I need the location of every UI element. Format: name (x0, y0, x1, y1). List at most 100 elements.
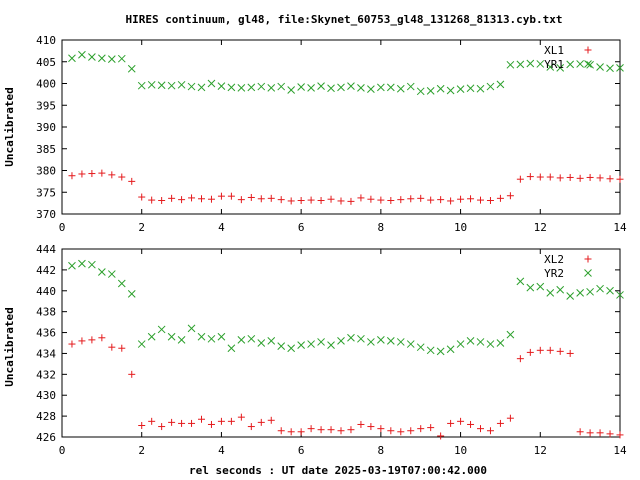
bottom-point-yr2 (576, 289, 584, 297)
bottom-point-xl2 (247, 423, 255, 431)
top-series-xl1 (68, 169, 624, 205)
top-y-tick-label: 385 (36, 143, 56, 156)
top-point-xl1 (188, 194, 196, 202)
bottom-point-yr2 (386, 337, 395, 345)
top-point-yr1 (68, 54, 76, 63)
top-point-xl1 (198, 195, 205, 203)
top-y-tick-label: 395 (36, 99, 56, 112)
bottom-point-xl2 (437, 432, 445, 440)
bottom-point-xl2 (188, 419, 196, 427)
bottom-y-axis-label: Uncalibrated (3, 307, 16, 386)
bottom-point-xl2 (267, 416, 275, 424)
bottom-point-xl2 (108, 343, 116, 351)
bottom-point-xl2 (357, 420, 365, 428)
top-point-xl1 (486, 197, 494, 205)
bottom-point-xl2 (297, 428, 305, 436)
top-point-xl1 (158, 197, 166, 205)
top-point-yr1 (506, 60, 515, 69)
top-point-xl1 (496, 194, 504, 202)
bottom-point-xl2 (178, 419, 186, 427)
top-point-yr1 (347, 82, 355, 90)
top-point-xl1 (586, 173, 594, 181)
top-y-tick-label: 380 (36, 165, 56, 178)
top-legend-label-xl1: XL1 (544, 44, 564, 57)
top-point-yr1 (267, 83, 276, 92)
bottom-y-tick-label: 426 (36, 431, 56, 444)
top-point-yr1 (456, 85, 465, 94)
bottom-point-xl2 (566, 349, 574, 357)
top-point-xl1 (367, 195, 375, 203)
top-x-tick-label: 14 (613, 221, 627, 234)
top-point-xl1 (138, 193, 146, 201)
bottom-point-yr2 (506, 330, 515, 339)
bottom-point-yr2 (476, 338, 485, 346)
bottom-y-tick-label: 438 (36, 306, 56, 319)
top-point-xl1 (576, 174, 584, 182)
top-point-yr1 (566, 60, 575, 69)
bottom-point-xl2 (287, 428, 295, 436)
top-point-xl1 (297, 197, 305, 205)
top-point-xl1 (128, 177, 136, 185)
top-y-tick-label: 400 (36, 78, 56, 91)
top-point-yr1 (616, 63, 624, 72)
bottom-point-xl2 (576, 428, 584, 436)
bottom-point-yr2 (197, 332, 206, 341)
top-point-xl1 (536, 173, 544, 181)
top-point-xl1 (467, 195, 475, 203)
top-point-yr1 (526, 59, 535, 68)
bottom-panel: Uncalibrated 0 2 4 6 8 10 12 14 426 428 430 432 434 4… (3, 243, 627, 457)
top-point-yr1 (386, 83, 395, 92)
top-point-xl1 (78, 170, 86, 178)
top-point-yr1 (337, 83, 345, 92)
bottom-point-xl2 (148, 417, 156, 425)
top-y-tick-label: 405 (36, 56, 56, 69)
top-point-xl1 (437, 196, 445, 204)
top-point-yr1 (227, 83, 236, 92)
top-point-xl1 (277, 196, 285, 204)
bottom-point-xl2 (158, 423, 166, 431)
bottom-point-xl2 (536, 346, 544, 354)
top-point-xl1 (98, 169, 106, 177)
bottom-legend-label-xl2: XL2 (544, 253, 564, 266)
top-point-xl1 (247, 193, 255, 201)
top-point-yr1 (177, 80, 186, 89)
bottom-point-yr2 (416, 343, 425, 352)
top-point-yr1 (287, 86, 296, 94)
top-point-yr1 (257, 82, 266, 91)
bottom-y-tick-label: 436 (36, 327, 56, 340)
bottom-point-xl2 (168, 418, 176, 426)
top-series-yr1 (68, 50, 624, 96)
bottom-point-xl2 (277, 427, 285, 435)
bottom-point-xl2 (506, 414, 514, 422)
top-point-yr1 (88, 53, 96, 61)
bottom-point-xl2 (526, 348, 534, 356)
bottom-point-yr2 (287, 344, 296, 353)
bottom-point-yr2 (227, 344, 236, 353)
top-point-xl1 (217, 192, 225, 200)
top-point-yr1 (546, 63, 555, 71)
top-point-xl1 (407, 195, 415, 203)
bottom-point-xl2 (516, 355, 524, 363)
top-point-yr1 (127, 64, 136, 73)
top-point-xl1 (257, 195, 265, 203)
top-point-xl1 (347, 197, 355, 205)
top-point-yr1 (137, 81, 146, 90)
bottom-point-yr2 (127, 290, 136, 298)
top-point-yr1 (586, 60, 594, 69)
bottom-point-xl2 (447, 419, 455, 427)
bottom-point-xl2 (457, 417, 465, 425)
top-point-yr1 (496, 80, 505, 89)
top-point-xl1 (287, 197, 295, 205)
top-point-xl1 (118, 173, 126, 181)
bottom-point-yr2 (337, 337, 345, 345)
top-point-xl1 (148, 196, 156, 204)
top-point-yr1 (187, 82, 196, 91)
top-point-yr1 (556, 63, 565, 72)
bottom-point-xl2 (78, 337, 86, 345)
top-point-xl1 (427, 196, 435, 204)
top-point-yr1 (416, 87, 425, 96)
top-point-xl1 (377, 196, 385, 204)
bottom-point-yr2 (207, 334, 216, 343)
bottom-x-tick-label: 2 (138, 444, 145, 457)
